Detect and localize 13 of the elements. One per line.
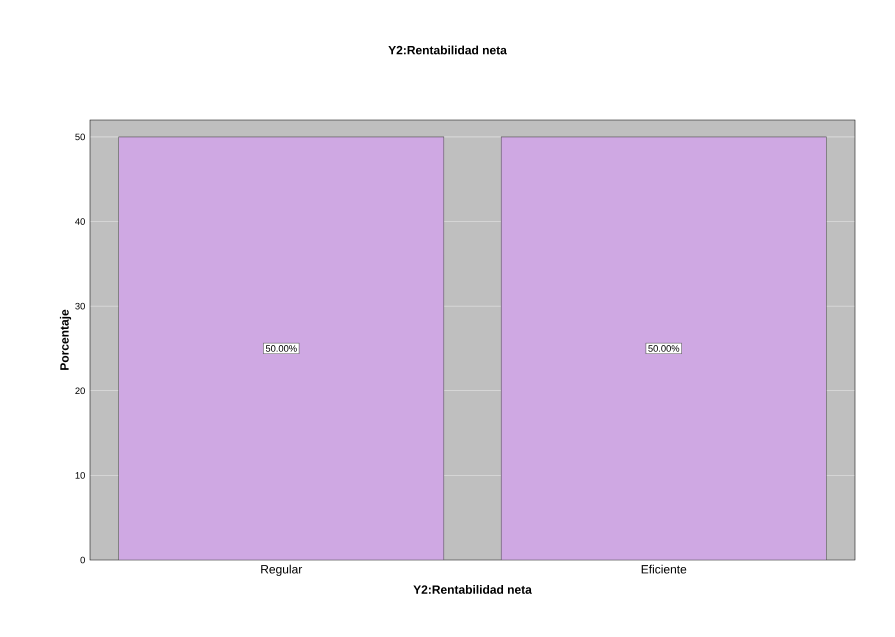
y-axis-title: Porcentaje xyxy=(60,310,72,370)
y-tick-label: 40 xyxy=(75,218,85,225)
y-tick-label: 50 xyxy=(75,134,85,140)
y-tick-label: 30 xyxy=(75,302,85,310)
y-tick-label: 0 xyxy=(80,556,85,564)
y-tick-label: 20 xyxy=(75,387,85,394)
x-tick-label: Eficiente xyxy=(642,564,686,574)
data-label: 50.00% xyxy=(266,345,297,352)
x-tick-label: Regular xyxy=(261,564,302,576)
x-axis-title: Y2:Rentabilidad neta xyxy=(413,585,532,594)
y-tick-label: 10 xyxy=(76,472,85,479)
chart-title: Y2:Rentabilidad neta xyxy=(388,46,507,54)
data-label: 50.00% xyxy=(648,345,680,352)
